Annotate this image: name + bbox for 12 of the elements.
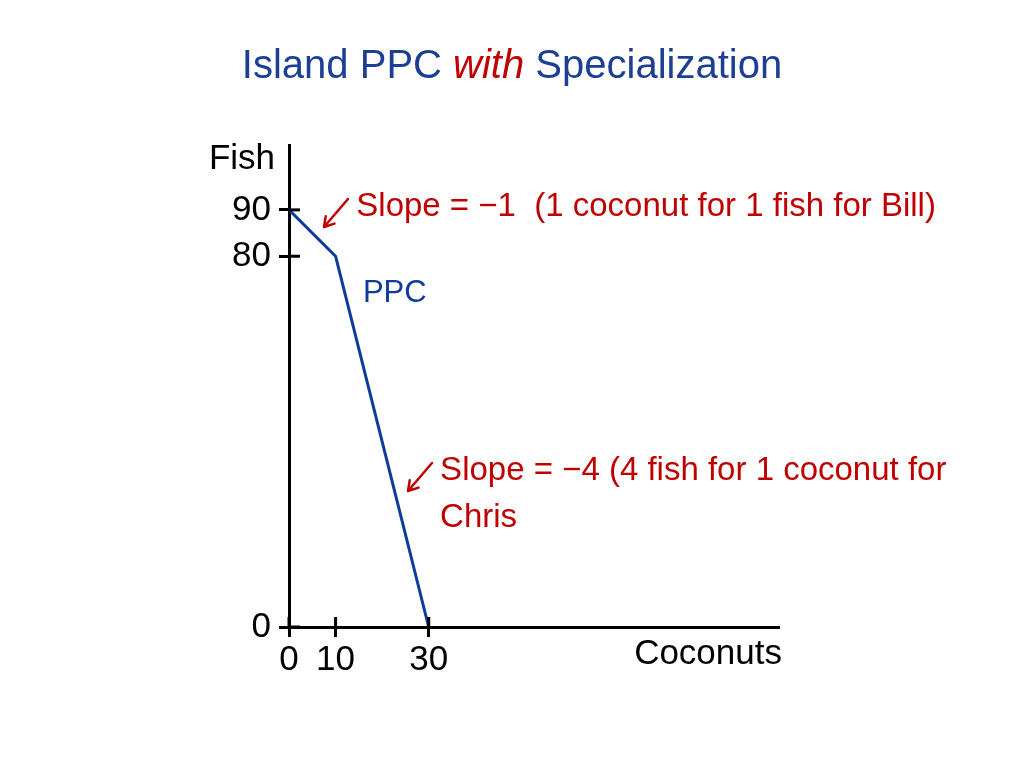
y-tick-label: 80	[232, 233, 271, 273]
annotation: Slope = −1 (1 coconut for 1 fish for Bill)	[356, 186, 936, 224]
x-tick-label: 0	[279, 637, 299, 677]
x-axis-title: Coconuts	[634, 631, 782, 671]
series-label: PPC	[362, 273, 427, 309]
y-tick-label: 90	[232, 187, 271, 227]
y-axis-title: Fish	[208, 136, 275, 176]
chart-title: Island PPC with Specialization	[240, 42, 784, 87]
x-tick-label: 10	[316, 637, 356, 677]
annotation: Slope = −4 (4 fish for 1 coconut for Chris	[440, 450, 947, 535]
x-tick-label: 30	[409, 637, 449, 677]
y-tick-label: 0	[251, 604, 271, 644]
